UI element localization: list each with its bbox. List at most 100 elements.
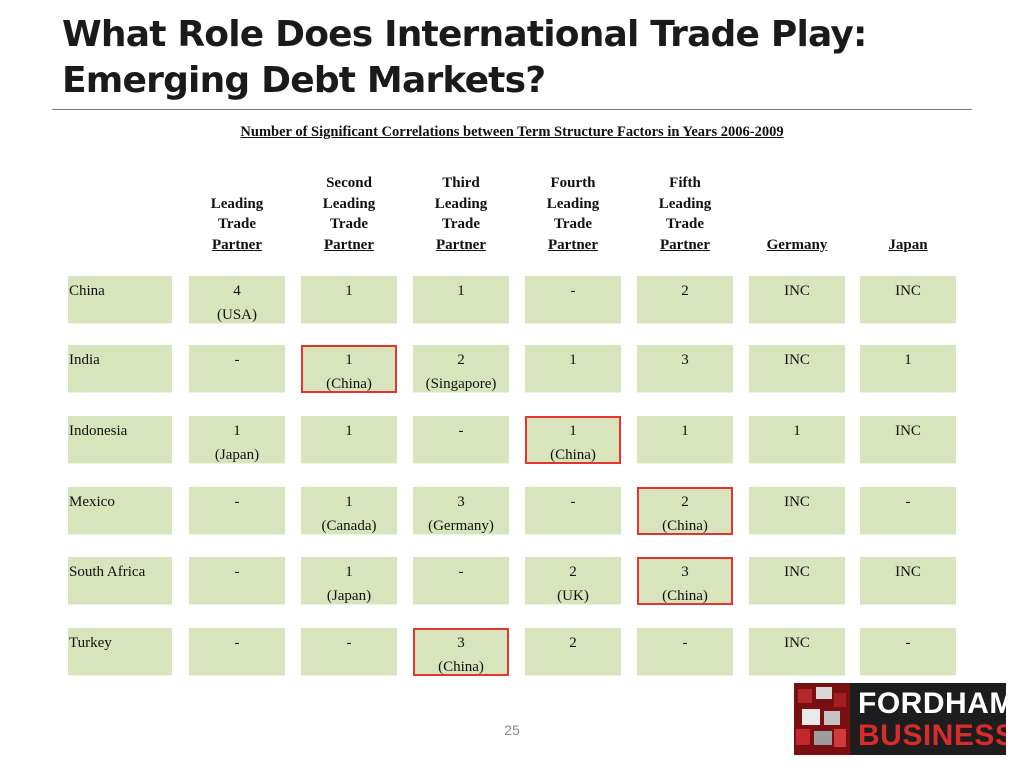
correlation-count: 4 — [233, 283, 241, 299]
correlation-count: 1 — [793, 423, 801, 439]
correlation-count: 3 — [681, 352, 689, 368]
table-cell: INC — [749, 557, 845, 605]
column-header-3: Third Leading Trade Partner — [413, 171, 509, 255]
correlation-count: 2 — [681, 283, 689, 299]
correlation-count: 3 — [457, 494, 465, 510]
title-line-1: What Role Does International Trade Play: — [62, 14, 867, 55]
table-cell: INC — [749, 487, 845, 535]
highlighted-table-cell: 1 (China) — [525, 416, 621, 464]
table-cell: 1 — [860, 345, 956, 393]
correlation-count: - — [346, 635, 352, 651]
country-cell: China — [68, 276, 172, 324]
table-cell: INC — [860, 276, 956, 324]
table-cell: 3 — [637, 345, 733, 393]
table-cell: 1 — [637, 416, 733, 464]
table-cell: - — [413, 557, 509, 605]
correlation-count: 2 — [457, 352, 465, 368]
correlation-count: - — [570, 494, 576, 510]
column-header-underlined: Partner — [660, 236, 710, 253]
country-cell: Mexico — [68, 487, 172, 535]
correlation-count: 2 — [569, 635, 577, 651]
country-cell: Indonesia — [68, 416, 172, 464]
correlation-count: - — [458, 423, 464, 439]
correlation-count: - — [905, 635, 911, 651]
correlation-count: 2 — [681, 494, 689, 510]
partner-label: (Germany) — [428, 518, 494, 534]
correlation-count: 1 — [681, 423, 689, 439]
column-header-underlined: Germany — [766, 236, 828, 253]
correlation-count: - — [458, 564, 464, 580]
partner-label: (China) — [550, 447, 596, 463]
column-header-line: Third — [442, 175, 480, 191]
table-cell: 2 — [637, 276, 733, 324]
column-header-line: Fifth — [669, 175, 701, 191]
correlation-count: INC — [784, 564, 810, 580]
page-number: 25 — [504, 722, 520, 738]
table-cell: 1 (Japan) — [301, 557, 397, 605]
country-cell: Turkey — [68, 628, 172, 676]
column-header-line: Trade — [553, 216, 593, 232]
correlation-count: 1 — [457, 283, 465, 299]
title-line-2: Emerging Debt Markets? — [62, 60, 546, 101]
correlation-count: - — [234, 564, 240, 580]
column-header-line: Trade — [441, 216, 481, 232]
column-header-underlined: Japan — [888, 236, 928, 253]
column-header-line: Leading — [210, 195, 264, 212]
table-cell: INC — [749, 276, 845, 324]
table-cell: 1 — [301, 416, 397, 464]
correlation-count: INC — [895, 423, 921, 439]
table-cell: 2 — [525, 628, 621, 676]
correlation-count: 3 — [681, 564, 689, 580]
partner-label: (USA) — [217, 307, 257, 323]
column-header-line: Fourth — [550, 175, 596, 191]
partner-label: (China) — [662, 518, 708, 534]
correlation-count: INC — [895, 564, 921, 580]
highlighted-table-cell: 2 (China) — [637, 487, 733, 535]
correlation-count: - — [234, 635, 240, 651]
table-cell: - — [525, 487, 621, 535]
column-header-underlined: Partner — [548, 236, 598, 253]
table-cell: 1 — [301, 276, 397, 324]
column-header-7: Japan — [860, 171, 956, 255]
title-divider — [52, 109, 972, 110]
logo-mosaic-icon — [794, 683, 850, 755]
country-cell: South Africa — [68, 557, 172, 605]
partner-label: (Canada) — [321, 518, 377, 534]
correlation-count: - — [234, 494, 240, 510]
highlighted-table-cell: 1 (China) — [301, 345, 397, 393]
correlation-count: 1 — [233, 423, 241, 439]
partner-label: (Singapore) — [425, 376, 497, 392]
table-cell: - — [525, 276, 621, 324]
correlation-count: 1 — [345, 494, 353, 510]
correlation-count: - — [905, 494, 911, 510]
logo-line-2: BUSINESS — [858, 719, 1006, 752]
correlation-count: - — [682, 635, 688, 651]
correlation-count: INC — [784, 283, 810, 299]
logo-line-1: FORDHAM — [858, 687, 1006, 720]
column-header-underlined: Partner — [436, 236, 486, 253]
partner-label: (China) — [662, 588, 708, 604]
column-header-6: Germany — [749, 171, 845, 255]
table-cell: - — [189, 487, 285, 535]
highlighted-table-cell: 3 (China) — [413, 628, 509, 676]
table-cell: 3 (Germany) — [413, 487, 509, 535]
partner-label: (Japan) — [214, 447, 260, 463]
column-header-5: Fifth Leading Trade Partner — [637, 171, 733, 255]
correlation-count: INC — [784, 635, 810, 651]
table-cell: 1 — [749, 416, 845, 464]
partner-label: (China) — [438, 659, 484, 675]
table-cell: INC — [749, 628, 845, 676]
correlation-count: INC — [895, 283, 921, 299]
column-header-line: Leading — [322, 195, 376, 212]
correlation-count: 1 — [345, 352, 353, 368]
column-header-underlined: Partner — [212, 236, 262, 253]
table-cell: 2 (Singapore) — [413, 345, 509, 393]
table-cell: 2 (UK) — [525, 557, 621, 605]
table-cell: 1 (Japan) — [189, 416, 285, 464]
table-cell: - — [413, 416, 509, 464]
correlation-count: INC — [784, 494, 810, 510]
correlation-count: INC — [784, 352, 810, 368]
fordham-business-logo: FORDHAM BUSINESS — [794, 683, 1006, 755]
table-cell: - — [860, 487, 956, 535]
column-header-line: Trade — [217, 216, 257, 232]
